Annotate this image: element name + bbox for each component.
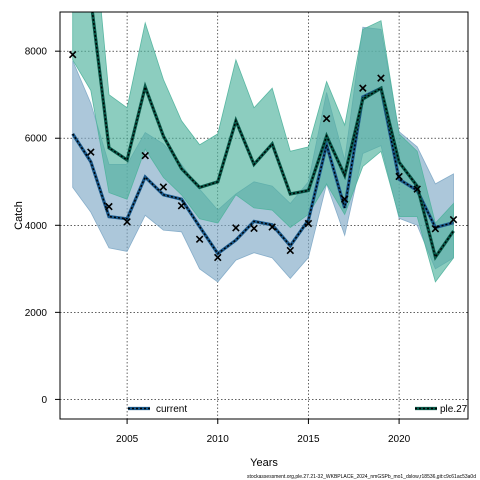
axes: 2005 2010 2015 2020 0 2000 4000 6000 8000 bbox=[25, 47, 411, 445]
observed-point bbox=[232, 224, 240, 232]
observed-point bbox=[359, 84, 367, 92]
observed-point bbox=[123, 218, 131, 226]
y-tick-label: 6000 bbox=[25, 134, 48, 145]
observed-point bbox=[250, 224, 258, 233]
x-axis-title: Years bbox=[250, 457, 278, 469]
observed-point bbox=[105, 202, 113, 211]
median-line-dots-1 bbox=[91, 12, 455, 259]
x-tick-label: 2020 bbox=[388, 434, 411, 445]
y-tick-label: 8000 bbox=[25, 47, 48, 58]
x-tick-label: 2015 bbox=[297, 434, 320, 445]
median-line-dots-0 bbox=[72, 87, 454, 255]
x-tick-label: 2010 bbox=[207, 434, 230, 445]
observed-point bbox=[340, 195, 349, 203]
footer-note: stockassessment.org,ple.27.21-32_WKBPLAC… bbox=[247, 474, 476, 480]
legend-label-1: ple.27 bbox=[440, 404, 468, 415]
observed-points bbox=[68, 50, 458, 262]
observed-point bbox=[195, 235, 204, 243]
y-tick-label: 2000 bbox=[25, 308, 48, 319]
observed-point bbox=[213, 253, 222, 262]
plot-frame bbox=[59, 11, 469, 420]
series-lines bbox=[71, 12, 455, 261]
observed-point bbox=[322, 114, 331, 123]
x-tick-label: 2005 bbox=[116, 434, 139, 445]
observed-point bbox=[268, 223, 276, 231]
observed-point bbox=[159, 183, 168, 191]
confidence-bands bbox=[72, 12, 454, 283]
legend: current ple.27 bbox=[128, 404, 468, 415]
observed-point bbox=[431, 225, 440, 233]
y-tick-label: 0 bbox=[41, 395, 47, 406]
confidence-band-1 bbox=[72, 12, 454, 283]
observed-point bbox=[304, 219, 313, 228]
observed-point bbox=[141, 151, 149, 160]
observed-point bbox=[377, 74, 385, 82]
observed-point bbox=[449, 215, 458, 224]
observed-point bbox=[87, 148, 95, 156]
y-axis-title: Catch bbox=[13, 201, 25, 230]
observed-point bbox=[395, 172, 403, 181]
observed-point bbox=[68, 50, 77, 59]
observed-point bbox=[177, 201, 186, 210]
y-tick-label: 4000 bbox=[25, 221, 48, 232]
legend-label-0: current bbox=[156, 404, 187, 415]
observed-point bbox=[413, 185, 421, 193]
observed-point bbox=[286, 246, 295, 255]
